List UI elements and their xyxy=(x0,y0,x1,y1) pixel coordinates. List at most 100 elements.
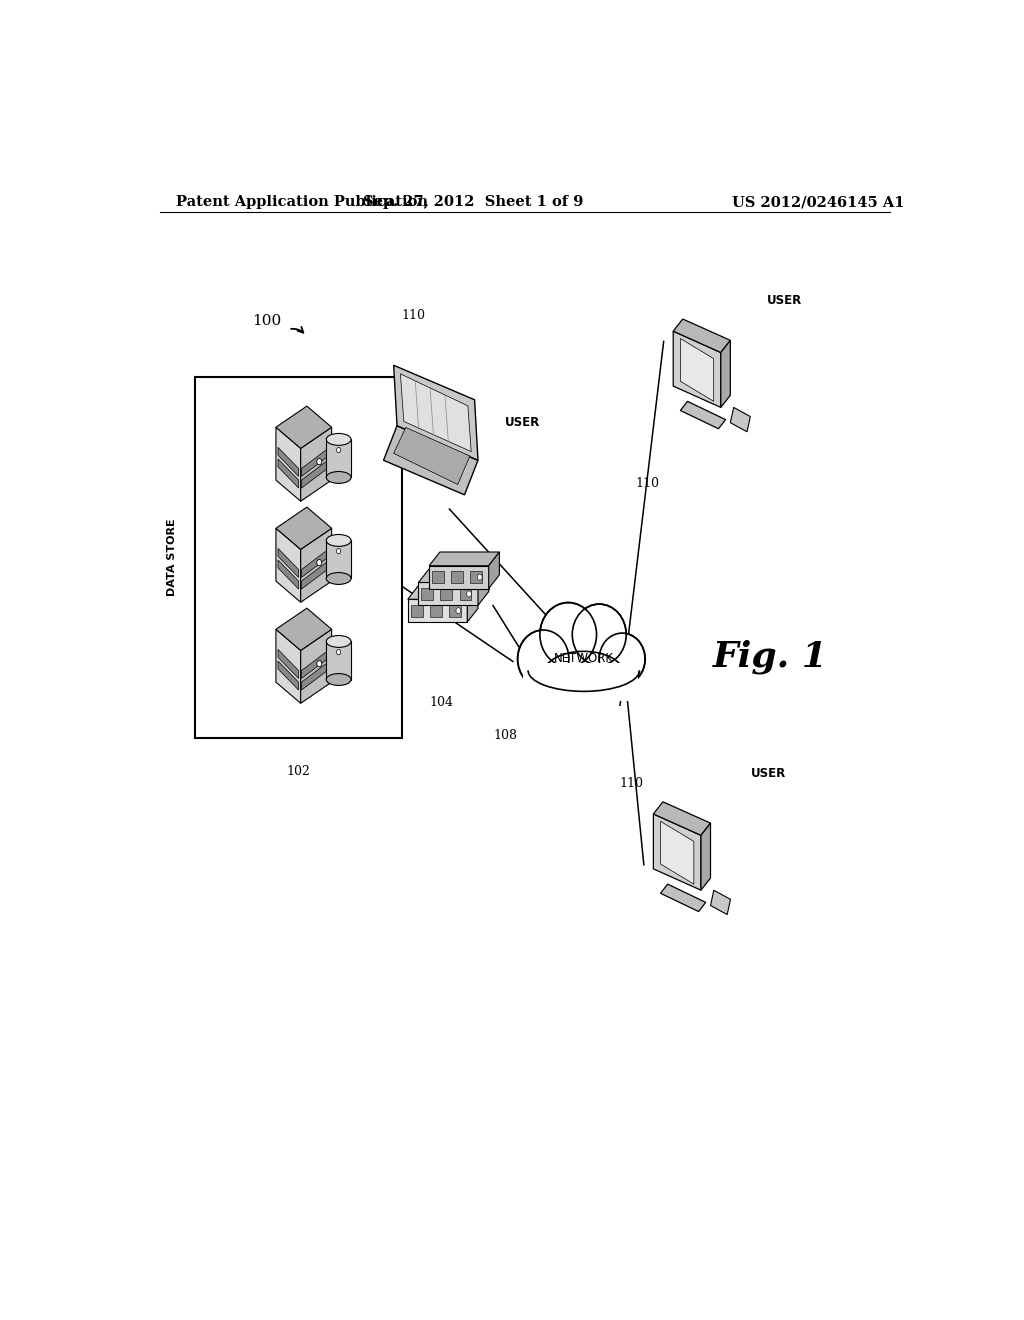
Ellipse shape xyxy=(572,605,627,665)
Bar xyxy=(523,651,638,693)
Polygon shape xyxy=(660,821,694,884)
Polygon shape xyxy=(301,528,332,602)
Circle shape xyxy=(467,591,471,597)
Polygon shape xyxy=(422,587,433,601)
Circle shape xyxy=(316,458,322,465)
Polygon shape xyxy=(653,814,701,890)
Polygon shape xyxy=(701,824,711,890)
Ellipse shape xyxy=(327,573,351,585)
Text: US 2012/0246145 A1: US 2012/0246145 A1 xyxy=(732,195,904,209)
Polygon shape xyxy=(301,447,330,477)
Circle shape xyxy=(456,607,461,614)
Text: 100: 100 xyxy=(252,314,282,329)
Text: 110: 110 xyxy=(620,777,644,789)
Text: DATA STORE: DATA STORE xyxy=(167,519,177,597)
Polygon shape xyxy=(275,507,332,549)
Ellipse shape xyxy=(544,651,625,697)
Polygon shape xyxy=(488,552,500,589)
Polygon shape xyxy=(301,649,330,678)
Ellipse shape xyxy=(327,535,351,546)
Polygon shape xyxy=(327,440,351,478)
FancyBboxPatch shape xyxy=(196,378,401,738)
Text: 108: 108 xyxy=(493,729,517,742)
Polygon shape xyxy=(411,605,423,616)
Polygon shape xyxy=(430,605,441,616)
Ellipse shape xyxy=(327,673,351,685)
Polygon shape xyxy=(711,890,730,915)
Polygon shape xyxy=(440,587,453,601)
Polygon shape xyxy=(301,428,332,502)
Polygon shape xyxy=(449,605,461,616)
Polygon shape xyxy=(653,801,711,836)
Polygon shape xyxy=(327,540,351,578)
Polygon shape xyxy=(275,609,332,651)
Circle shape xyxy=(316,560,322,566)
Polygon shape xyxy=(452,572,463,583)
Text: 110: 110 xyxy=(636,477,659,490)
Polygon shape xyxy=(432,572,444,583)
Polygon shape xyxy=(429,566,488,589)
Circle shape xyxy=(337,549,341,554)
Polygon shape xyxy=(721,341,730,408)
Circle shape xyxy=(477,574,482,581)
Polygon shape xyxy=(275,407,332,449)
Polygon shape xyxy=(470,572,482,583)
Polygon shape xyxy=(408,586,478,599)
Ellipse shape xyxy=(540,602,597,667)
Polygon shape xyxy=(660,884,706,912)
Polygon shape xyxy=(419,582,478,606)
Bar xyxy=(523,663,638,701)
Text: Patent Application Publication: Patent Application Publication xyxy=(176,195,428,209)
Text: 102: 102 xyxy=(287,764,310,777)
Text: Sep. 27, 2012  Sheet 1 of 9: Sep. 27, 2012 Sheet 1 of 9 xyxy=(364,195,584,209)
Polygon shape xyxy=(278,560,299,589)
Polygon shape xyxy=(408,599,467,622)
Text: USER: USER xyxy=(751,767,786,780)
Polygon shape xyxy=(429,552,500,566)
Circle shape xyxy=(316,660,322,667)
Polygon shape xyxy=(278,661,299,690)
Text: NETWORK: NETWORK xyxy=(554,652,613,665)
Polygon shape xyxy=(673,319,730,352)
Ellipse shape xyxy=(519,631,567,686)
Text: Fig. 1: Fig. 1 xyxy=(714,639,828,673)
Polygon shape xyxy=(327,642,351,680)
Text: USER: USER xyxy=(505,416,541,429)
Polygon shape xyxy=(478,569,488,606)
Ellipse shape xyxy=(545,653,623,696)
Text: 104: 104 xyxy=(429,696,454,709)
Polygon shape xyxy=(301,459,330,488)
Polygon shape xyxy=(393,428,470,484)
Polygon shape xyxy=(400,374,471,451)
Polygon shape xyxy=(301,548,330,577)
Polygon shape xyxy=(278,447,299,477)
Polygon shape xyxy=(673,331,721,408)
Polygon shape xyxy=(275,528,301,602)
Polygon shape xyxy=(301,630,332,704)
Polygon shape xyxy=(467,586,478,622)
Ellipse shape xyxy=(327,433,351,445)
Ellipse shape xyxy=(327,635,351,647)
Text: 110: 110 xyxy=(401,309,426,322)
Polygon shape xyxy=(275,428,301,502)
Circle shape xyxy=(337,447,341,453)
Polygon shape xyxy=(384,426,478,495)
Ellipse shape xyxy=(541,605,595,665)
Ellipse shape xyxy=(517,630,569,688)
Polygon shape xyxy=(393,366,478,461)
Text: USER: USER xyxy=(767,294,802,308)
Polygon shape xyxy=(278,548,299,577)
Polygon shape xyxy=(680,401,726,429)
Polygon shape xyxy=(301,560,330,589)
Circle shape xyxy=(337,649,341,655)
Ellipse shape xyxy=(327,471,351,483)
Polygon shape xyxy=(730,408,751,432)
Ellipse shape xyxy=(573,606,625,664)
Polygon shape xyxy=(301,661,330,690)
Polygon shape xyxy=(419,569,488,582)
Ellipse shape xyxy=(599,634,645,685)
Polygon shape xyxy=(278,649,299,678)
Polygon shape xyxy=(278,459,299,488)
Polygon shape xyxy=(460,587,471,601)
Polygon shape xyxy=(680,338,714,401)
